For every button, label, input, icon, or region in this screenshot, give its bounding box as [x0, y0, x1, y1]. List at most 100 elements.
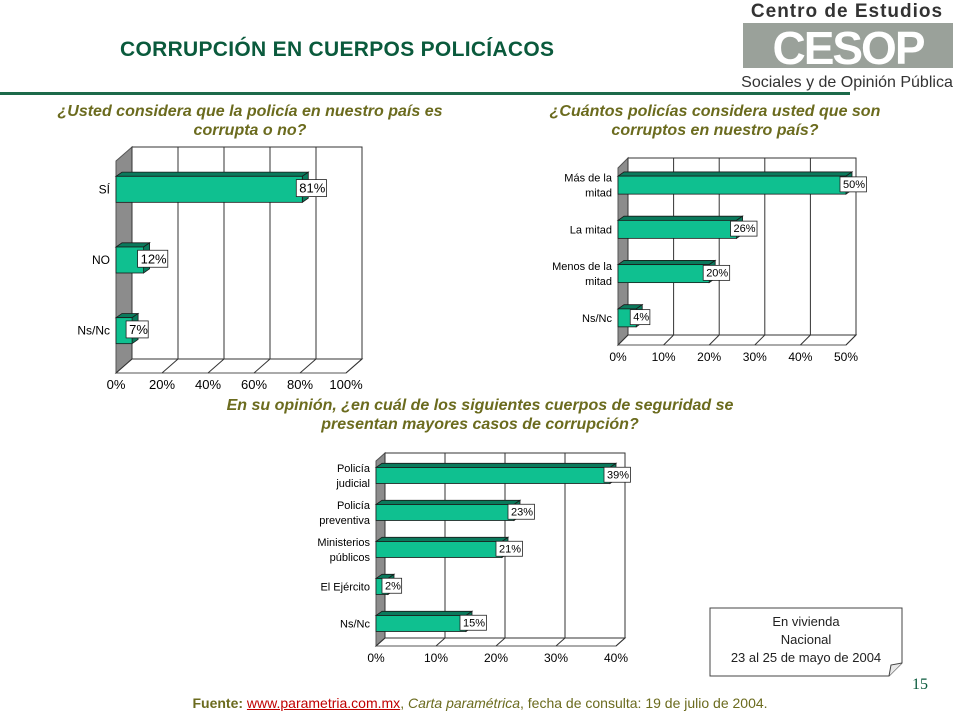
question-3-line-2: presentan mayores casos de corrupción? [321, 416, 639, 433]
question-1: ¿Usted considera que la policía en nuest… [10, 102, 490, 140]
chart-3-bar [375, 541, 503, 558]
chart-1-category-label: SÍ [99, 181, 111, 196]
chart-3-tick-label: 40% [604, 651, 628, 665]
chart-1-data-label-box [295, 179, 327, 197]
source-link[interactable]: www.parametria.com.mx [246, 695, 401, 711]
chart-3-bar [375, 504, 515, 521]
chart-3-data-label: 21% [499, 543, 521, 555]
source-publication: Carta paramétrica [407, 695, 521, 711]
chart-1-floor-line [207, 358, 225, 374]
page-number: 15 [912, 676, 928, 693]
note-box [709, 607, 903, 677]
chart-3-floor-line [555, 637, 566, 647]
chart-2-data-label: 4% [633, 312, 649, 324]
chart-2-tick-label: 20% [697, 350, 721, 364]
chart-1-floor-line [299, 358, 317, 374]
chart-1-tick-label: 80% [287, 377, 313, 392]
chart-1-floor-line [161, 358, 179, 374]
chart-1-bar [115, 175, 303, 203]
chart-2-floor [616, 334, 858, 346]
chart-2-data-label-box [839, 176, 867, 193]
chart-1-floor-line [253, 358, 271, 374]
chart-3-floor-line [495, 637, 506, 647]
note-line-3: 23 al 25 de mayo de 2004 [730, 650, 882, 665]
chart-1-data-label: 12% [141, 251, 167, 266]
chart-2-bar [617, 175, 847, 195]
cesop-logo: Centro de Estudios CESOP Sociales y de O… [741, 1, 953, 91]
chart-3-bar [375, 615, 467, 632]
chart-2-floor-line [754, 334, 766, 346]
chart-3-data-label: 15% [463, 617, 485, 629]
chart-1-tick-label: 100% [329, 377, 363, 392]
chart-2-floor-line [708, 334, 720, 346]
chart-2-tick-label: 30% [743, 350, 767, 364]
chart-3-bar-top [374, 499, 522, 505]
chart-1-tick-label: 20% [149, 377, 175, 392]
chart-3-category-label: Policía [337, 500, 371, 512]
title-rule [0, 92, 850, 95]
chart-2-category-label: Menos de la [552, 261, 613, 273]
chart-3-floor-line [375, 637, 386, 647]
chart-3-category-label: Ministerios [317, 537, 370, 549]
chart-3-floor-line [435, 637, 446, 647]
chart-3-category-label: El Ejército [320, 582, 370, 594]
chart-2-data-label-box [730, 220, 758, 237]
note-text: En vivienda Nacional 23 al 25 de mayo de… [709, 613, 903, 667]
question-2: ¿Cuántos policías considera usted que so… [500, 102, 930, 140]
chart-2-category-label: La mitad [570, 224, 612, 236]
chart-3-data-label-box [495, 540, 523, 557]
chart-1-category-label: Ns/Nc [77, 324, 110, 338]
chart-3-category-label: Ns/Nc [340, 619, 370, 631]
logo-mark-text: CESOP [772, 22, 924, 74]
note-line-1: En vivienda [772, 614, 840, 629]
logo-bottom-text: Sociales y de Opinión Pública [741, 74, 953, 91]
chart-2-floor-line [800, 334, 811, 346]
chart-2-bar [617, 219, 737, 239]
chart-2-floor-line [617, 334, 629, 346]
chart-2-tick-label: 40% [788, 350, 812, 364]
logo-top-text: Centro de Estudios [751, 1, 943, 22]
chart-3-category-label: judicial [335, 478, 370, 490]
chart-1-tick-label: 0% [107, 377, 126, 392]
chart-1-floor-line [115, 358, 133, 374]
chart-2-data-label: 20% [706, 267, 728, 279]
chart-3-data-label: 23% [511, 506, 533, 518]
chart-3-tick-label: 30% [544, 651, 568, 665]
chart-2-floor-line [663, 334, 674, 346]
question-3-line-1: En su opinión, ¿en cuál de los siguiente… [226, 397, 734, 414]
chart-3-bar-top [374, 536, 510, 542]
chart-2-tick-label: 0% [609, 350, 627, 364]
question-1-line-2: corrupta o no? [193, 122, 307, 139]
chart-2-bar-top [616, 215, 744, 221]
chart-2-data-label-box [702, 264, 731, 281]
chart-1-category-label: NO [92, 253, 110, 267]
chart-3-bar-top [374, 610, 474, 616]
chart-2-tick-label: 10% [652, 350, 676, 364]
chart-2-category-label: Ns/Nc [582, 313, 612, 325]
chart-2-tick-label: 50% [834, 350, 858, 364]
chart-1-data-label-box [137, 249, 169, 268]
chart-1-data-label: 81% [299, 181, 325, 196]
chart-1-bar-top [114, 171, 310, 177]
question-1-line-1: ¿Usted considera que la policía en nuest… [57, 103, 443, 120]
chart-3-bar-top [374, 462, 618, 468]
chart-3-data-label-box [507, 503, 535, 520]
chart-1-data-label: 7% [129, 322, 148, 337]
chart-2-data-label: 50% [843, 179, 865, 191]
chart-2-bar [617, 264, 710, 284]
chart-3-tick-label: 10% [424, 651, 448, 665]
chart-3-data-label-box [603, 466, 631, 483]
source-line: Fuente: www.parametria.com.mx, Carta par… [192, 695, 768, 711]
note-line-2: Nacional [780, 632, 832, 647]
question-2-line-2: corruptos en nuestro país? [611, 122, 819, 139]
chart-3-data-label-box [381, 577, 403, 594]
chart-2-category-label: Más de la [564, 173, 613, 185]
chart-3-data-label: 2% [385, 580, 401, 592]
chart-3-category-label: públicos [330, 552, 371, 564]
chart-2-data-label-box [629, 309, 651, 326]
chart-3-data-label: 39% [607, 469, 629, 481]
source-label: Fuente: [192, 695, 244, 711]
page-title: CORRUPCIÓN EN CUERPOS POLICÍACOS [120, 38, 555, 61]
chart-3-floor-line [615, 637, 626, 647]
